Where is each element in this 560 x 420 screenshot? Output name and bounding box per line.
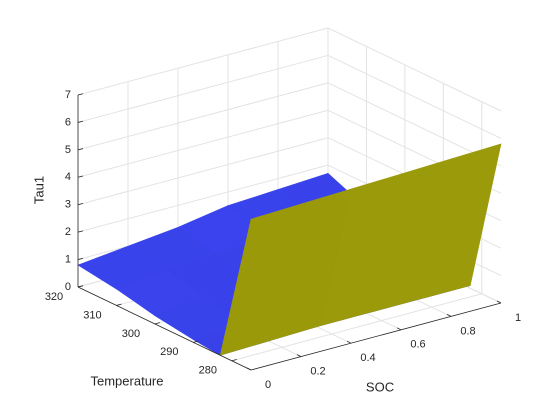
y-axis-label: Temperature [91, 373, 164, 388]
z-tick-label: 5 [65, 144, 71, 156]
grid-line [77, 109, 329, 178]
x-tick-label: 0 [265, 379, 271, 391]
y-tick [77, 285, 84, 288]
grid-line [77, 82, 329, 151]
x-tick [296, 354, 302, 357]
grid-line [77, 137, 329, 206]
z-tick-label: 2 [65, 226, 71, 238]
x-tick-label: 0.4 [360, 352, 375, 364]
z-tick [77, 230, 84, 233]
z-tick [77, 93, 84, 96]
x-tick [496, 300, 502, 304]
x-tick-label: 0.8 [460, 325, 475, 337]
y-tick [154, 322, 160, 325]
z-tick [77, 257, 84, 260]
x-axis [250, 302, 502, 371]
grid-line [77, 27, 329, 96]
grid-line [231, 293, 482, 362]
z-axis-label: Tau1 [31, 176, 46, 204]
grid-line [77, 164, 329, 233]
y-tick [231, 359, 237, 362]
x-tick [396, 327, 402, 331]
y-tick [116, 303, 122, 306]
z-tick-label: 7 [65, 89, 71, 101]
x-tick-label: 1 [515, 312, 521, 324]
y-tick-label: 310 [83, 309, 101, 321]
z-tick-label: 1 [65, 253, 71, 265]
y-axis [77, 286, 252, 371]
z-tick [77, 148, 84, 151]
grid-line [327, 82, 502, 167]
surface [77, 143, 502, 356]
x-tick [346, 340, 352, 344]
surface-face [219, 203, 302, 356]
z-tick-label: 4 [65, 171, 71, 183]
y-tick [193, 340, 199, 343]
z-tick [77, 120, 84, 123]
grid-line [77, 54, 329, 123]
x-tick-label: 0.2 [310, 366, 325, 378]
z-tick-label: 6 [65, 116, 71, 128]
z-tick [77, 175, 84, 178]
y-tick-label: 280 [199, 365, 217, 377]
y-tick-label: 290 [160, 346, 178, 358]
x-tick [446, 314, 452, 317]
x-axis-label: SOC [366, 379, 394, 394]
x-tick [246, 367, 252, 371]
y-tick-label: 300 [122, 328, 140, 340]
z-tick-label: 0 [65, 281, 71, 293]
y-tick-label: 320 [45, 291, 63, 303]
x-tick-label: 0.6 [410, 339, 425, 351]
grid-line [327, 54, 502, 139]
z-tick [77, 203, 84, 206]
z-tick-label: 3 [65, 199, 71, 211]
grid-line [327, 27, 502, 112]
